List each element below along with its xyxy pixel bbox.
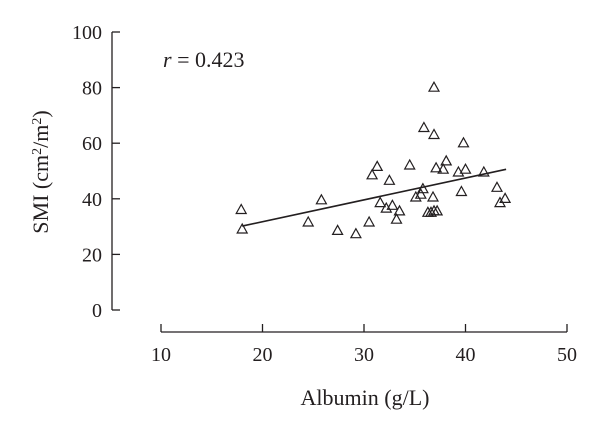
data-point [409,190,422,202]
data-point [386,199,399,210]
data-point [349,227,362,239]
data-point [457,136,470,148]
x-tick-label: 50 [557,344,577,366]
data-point [315,193,328,205]
data-point [235,203,248,215]
data-point [427,80,441,92]
x-tick-label: 40 [456,344,476,366]
x-axis-label: Albumin (g/L) [301,385,430,410]
data-point [426,190,440,202]
x-tick-label: 10 [151,344,171,366]
correlation-annotation: r = 0.423 [163,47,244,72]
data-point [455,185,468,197]
data-point [414,187,427,199]
y-tick-label: 0 [92,300,102,322]
data-point [427,128,441,140]
data-point [393,204,406,216]
y-tick-label: 20 [82,244,102,266]
data-point [331,224,344,235]
data-point [371,160,384,171]
data-point [431,204,444,216]
y-tick-label: 80 [82,78,102,100]
y-tick-label: 100 [72,22,102,44]
y-axis-label: SMI (cm2/m2) [28,110,53,233]
x-tick-label: 20 [253,344,273,366]
x-axis: 10 20 30 40 50 [151,324,577,366]
y-axis: 0 20 40 60 80 100 [72,22,120,322]
data-point [459,162,472,174]
trendline [242,168,507,227]
data-point [403,158,416,170]
x-tick-label: 30 [354,344,374,366]
data-point [363,215,376,227]
data-point [440,154,453,166]
y-tick-label: 60 [82,133,102,155]
data-points [235,80,512,239]
data-point [390,212,403,224]
data-point [437,162,450,174]
data-point [490,181,504,192]
data-point [236,222,249,234]
data-point [417,121,430,133]
data-point [374,196,387,208]
data-point [499,192,512,203]
data-point [302,215,315,227]
data-point [430,161,443,173]
y-tick-label: 40 [82,189,102,211]
data-point [366,168,379,180]
data-point [477,165,490,177]
trendline-group [242,168,507,227]
data-point [383,174,396,185]
